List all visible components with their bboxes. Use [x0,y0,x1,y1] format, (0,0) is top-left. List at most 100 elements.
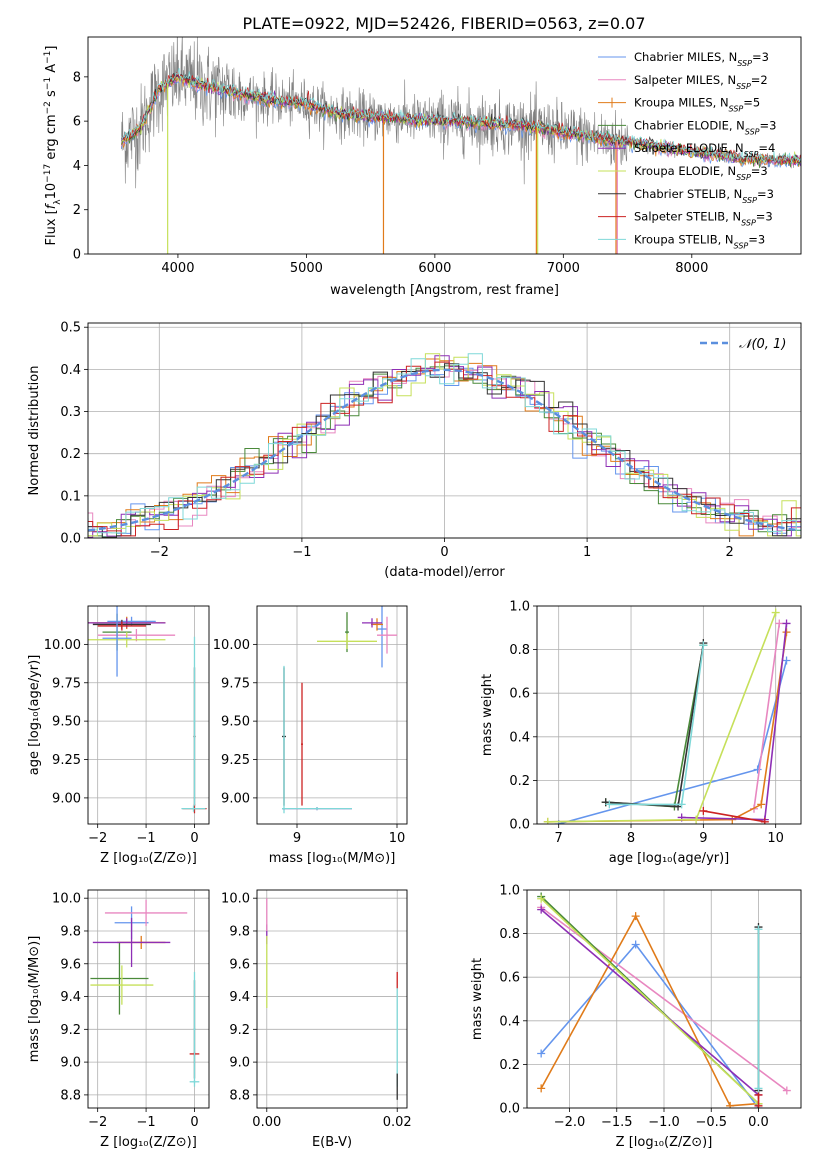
y-axis-label: Normed distribution [27,366,42,496]
weight-line-salpeter_stelib [703,810,765,823]
weight-marker [754,925,763,934]
y-tick-label: 0.6 [499,971,520,986]
y-tick-label: 9.00 [221,791,250,806]
x-tick-label: −2 [88,1115,107,1130]
weight-marker [692,815,701,824]
x-tick-label: −1.5 [601,1115,633,1130]
legend-label-part: Chabrier STELIB, N [634,187,742,201]
x-tick-label: 9 [699,831,707,846]
y-tick-label: 8.8 [60,1088,81,1103]
y-axis-label: Flux [fλ10−17 erg cm−2 s−1 A−1] [43,46,63,246]
legend-label: Kroupa STELIB, NSSP=3 [634,232,765,250]
weight-marker [543,817,552,824]
y-tick-label: 1.0 [509,600,530,615]
y-tick-label: 0.0 [509,818,530,833]
y-tick-label: 0.0 [60,532,81,547]
y-tick-label: 0.4 [499,1014,520,1029]
weight-line-kroupa_elodie [540,898,760,1105]
weight-marker [699,641,708,650]
y-tick-label: 9.00 [52,791,81,806]
residuals-plot [88,353,801,538]
x-tick-label: −2 [88,831,107,846]
x-axis-label: Z [log₁₀(Z/Z⊙)] [100,851,197,866]
legend-label-part: Chabrier MILES, N [634,50,737,64]
y-tick-label: 9.8 [229,924,250,939]
y-tick-label: 10.00 [44,638,81,653]
axes-frame [256,605,408,825]
y-tick-label: 9.25 [221,753,250,768]
legend-label-part: SSP [744,150,759,159]
age_vs_Z-panel: −2 −1 0 9.00 9.25 9.50 9.75 10.00 Z [log₁₀(Z/Z⊙)… [27,605,210,866]
x-tick-label: 9 [293,831,301,846]
y-tick-label: 0.3 [60,405,81,420]
x-tick-label: −1 [136,1115,155,1130]
y-tick-label: 9.50 [52,715,81,730]
legend-label: Kroupa MILES, NSSP=5 [634,96,760,114]
legend-label-part: =2 [751,73,768,87]
legend-label: Chabrier STELIB, NSSP=3 [634,187,774,205]
legend-label: Salpeter STELIB, NSSP=3 [634,210,773,228]
legend-label-normal: 𝒩(0, 1) [739,337,786,352]
y-axis-label: age [log₁₀(age/yr)] [27,655,42,776]
weight-marker [782,1086,791,1095]
axes-frame [87,605,210,825]
x-tick-label: 2 [726,545,734,560]
weight-line-kroupa_miles [540,914,759,1107]
weight-marker [782,656,791,665]
x-axis-label: Z [log₁₀(Z/Z⊙)] [100,1135,197,1150]
x-tick-label: 5000 [290,261,323,276]
weight-marker [631,940,640,949]
y-tick-label: 9.6 [60,957,81,972]
y-tick-label: 0.1 [60,489,81,504]
weight-marker [537,894,546,903]
x-tick-label: 0 [190,831,198,846]
y-axis-label: mass [log₁₀(M/M⊙)] [27,936,42,1063]
y-tick-label: 9.0 [229,1056,250,1071]
legend-label-part: SSP [734,241,749,250]
y-axis-label-part: A [44,64,59,77]
x-tick-label: −1 [292,545,311,560]
legend-label-part: =3 [752,50,769,64]
y-axis-label-part: Flux [ [44,209,59,245]
x-tick-label: 7000 [547,261,580,276]
y-axis-label-part: ] [44,46,59,51]
legend-label-part: SSP [736,81,751,90]
y-tick-label: 9.75 [52,676,81,691]
x-tick-label: −2.0 [554,1115,586,1130]
weight-marker [782,619,791,628]
legend-label-part: Chabrier ELODIE, N [634,118,745,132]
legend-label: Salpeter ELODIE, NSSP=4 [634,141,775,159]
axes-frame [526,889,802,1109]
legend-label-part: =3 [751,164,768,178]
y-tick-label: 0 [73,248,81,263]
y-axis-label-part: 10 [44,183,59,200]
age_vs_mass-panel: 9 10 9.00 9.25 9.50 9.75 10.00 mass [log₁₀(M/M⊙… [213,605,408,866]
weight-marker [677,800,686,809]
y-tick-label: 10.00 [213,638,250,653]
y-tick-label: 0.5 [60,321,81,336]
x-tick-label: 4000 [161,261,194,276]
weight-marker [754,1101,763,1108]
mass_vs_Z-plot [90,899,200,1087]
weight-marker [757,800,766,809]
y-tick-label: 9.75 [221,676,250,691]
legend-label-part: SSP [737,59,752,68]
y-tick-label: 0.8 [509,643,530,658]
legend-label-part: SSP [741,218,756,227]
x-tick-label: 0 [190,1115,198,1130]
x-axis-label: (data-model)/error [384,565,505,580]
x-axis-label: wavelength [Angstrom, rest frame] [330,283,559,298]
weight_vs_Z-panel: −2.0 −1.5 −1.0 −0.5 0.0 0.0 0.2 0.4 0.6 0.8 1.0 Z [… [470,884,802,1150]
y-tick-label: 0.6 [509,687,530,702]
legend-label-part: Salpeter ELODIE, N [634,141,744,155]
weight-marker [537,905,546,914]
x-axis-label: age [log₁₀(age/yr)] [609,851,730,866]
histogram-kroupa_stelib [88,353,801,534]
weight_vs_age-panel: 7 8 9 10 0.0 0.2 0.4 0.6 0.8 1.0 age [log₁₀(age/yr… [480,600,802,866]
y-tick-label: 6 [73,115,81,130]
x-tick-label: 7 [555,831,563,846]
y-axis-label-part: erg cm [44,114,59,163]
model-line-chabrier_elodie [121,75,801,169]
